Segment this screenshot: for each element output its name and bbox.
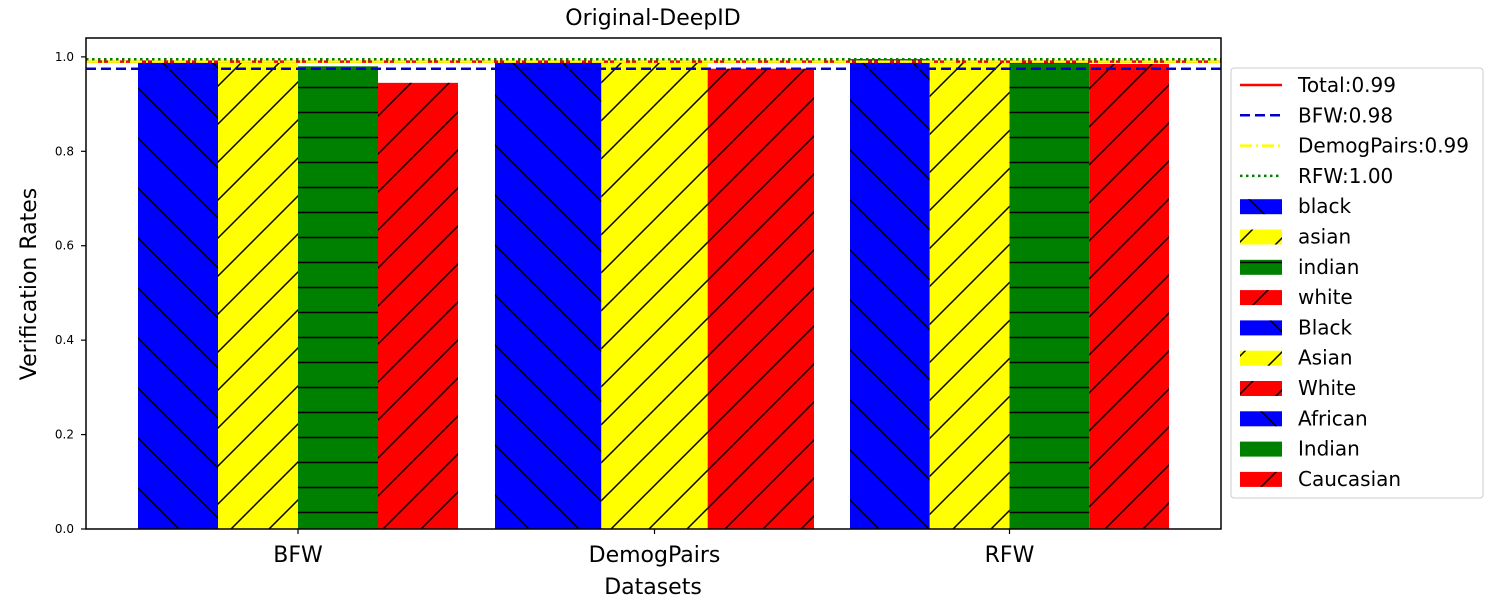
legend-black-swatch-hatch (1240, 320, 1282, 336)
y-axis-label: Verification Rates (17, 188, 42, 381)
legend-indian-swatch-hatch (1240, 259, 1282, 275)
legend-asian-label: Asian (1298, 346, 1353, 370)
bar-bfw-indian-hatch (298, 66, 378, 529)
legend-white-swatch-hatch (1240, 381, 1282, 396)
y-ticks-layer: 0.0 0.2 0.4 0.6 0.8 1.0 (55, 50, 86, 536)
y-tick-label: 0.2 (55, 428, 74, 442)
legend-indian-label: indian (1298, 255, 1359, 279)
bar-rfw-caucasian-hatch (1089, 63, 1169, 529)
x-axis-label: Datasets (604, 575, 702, 600)
reference-lines-layer (86, 57, 1221, 70)
bar-bfw-black-hatch (138, 61, 218, 529)
bar-demogpairs-black-hatch (495, 61, 602, 529)
legend-indian-label: Indian (1298, 437, 1360, 461)
legend-black-label: Black (1298, 315, 1353, 339)
legend-caucasian-label: Caucasian (1298, 467, 1401, 491)
bar-bfw-white-hatch (378, 82, 458, 529)
x-tick-label-demogpairs: DemogPairs (589, 543, 721, 568)
y-tick-label: 0.4 (55, 333, 74, 347)
bar-rfw-asian-hatch (929, 61, 1010, 529)
legend-african-swatch-hatch (1240, 411, 1282, 427)
bar-bfw-asian-hatch (218, 61, 298, 529)
bar-demogpairs-white-hatch (707, 68, 814, 529)
legend-white-label: white (1298, 285, 1353, 309)
y-tick-label: 0.6 (55, 239, 74, 253)
legend-demogpairs-label: DemogPairs:0.99 (1298, 134, 1469, 158)
bar-rfw-african-hatch (850, 59, 930, 529)
legend-white-label: White (1298, 376, 1356, 400)
legend-indian-swatch-hatch (1240, 441, 1282, 457)
y-tick-label: 1.0 (55, 50, 74, 64)
legend-asian-swatch-hatch (1240, 350, 1282, 366)
legend: Total:0.99 BFW:0.98 DemogPairs:0.99 RFW:1.0… (1230, 67, 1484, 499)
legend-rfw-label: RFW:1.00 (1298, 164, 1393, 188)
legend-white-swatch-hatch (1240, 290, 1282, 306)
legend-frame (1230, 67, 1484, 499)
chart-title: Original-DeepID (565, 6, 740, 31)
legend-bfw-label: BFW:0.98 (1298, 103, 1393, 127)
x-ticks-layer: BFW DemogPairs RFW (273, 529, 1035, 568)
bars-layer (138, 59, 1169, 529)
bar-demogpairs-asian-hatch (601, 61, 708, 529)
y-tick-label: 0.0 (55, 522, 74, 536)
x-tick-label-rfw: RFW (985, 543, 1035, 568)
legend-african-label: African (1298, 406, 1368, 430)
legend-total-label: Total:0.99 (1297, 73, 1396, 97)
bar-rfw-indian-hatch (1009, 61, 1090, 529)
legend-black-swatch-hatch (1240, 199, 1282, 215)
legend-black-label: black (1298, 194, 1352, 218)
legend-caucasian-swatch-hatch (1240, 471, 1282, 487)
legend-asian-label: asian (1298, 225, 1351, 249)
x-tick-label-bfw: BFW (273, 543, 323, 568)
y-tick-label: 0.8 (55, 144, 74, 158)
plot-frame (85, 37, 1222, 530)
legend-asian-swatch-hatch (1240, 229, 1282, 245)
